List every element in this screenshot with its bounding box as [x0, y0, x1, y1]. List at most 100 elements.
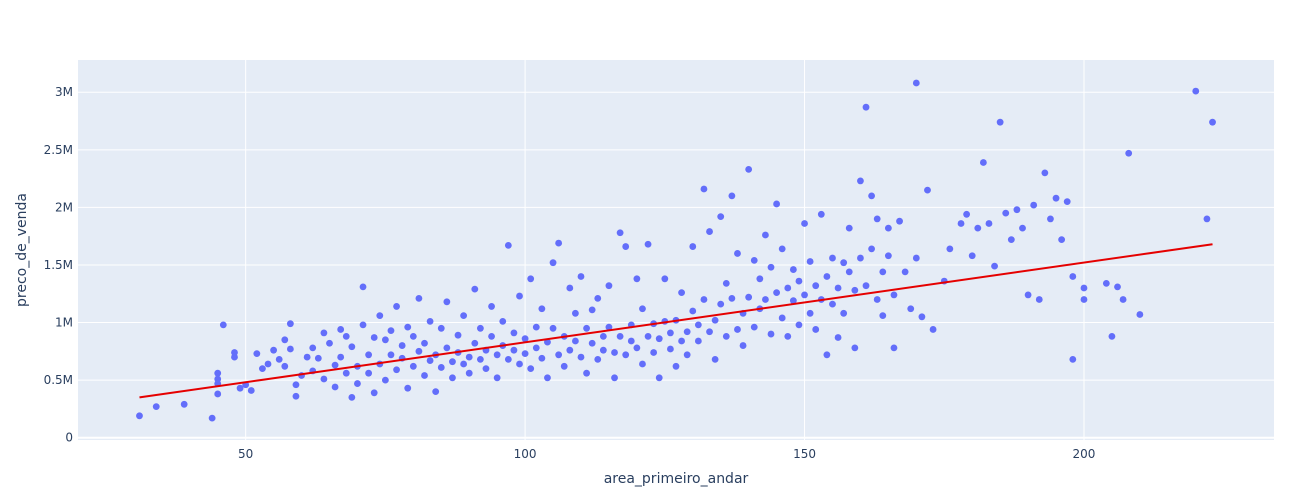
data-point [778, 245, 786, 253]
data-point [946, 245, 954, 253]
data-point [762, 296, 769, 303]
data-point [890, 344, 898, 352]
data-point [711, 316, 719, 324]
data-point [644, 240, 652, 248]
data-point [868, 245, 876, 253]
data-point [521, 335, 529, 343]
data-point [829, 254, 836, 262]
data-point [896, 217, 903, 225]
data-point [560, 362, 568, 370]
data-point [326, 339, 333, 347]
data-point [426, 357, 434, 364]
data-point [1069, 355, 1077, 363]
data-point [722, 279, 730, 287]
data-point [426, 317, 434, 325]
data-point [180, 400, 188, 408]
data-point [1041, 169, 1049, 177]
data-point [639, 305, 646, 313]
data-point [264, 360, 272, 368]
data-point [1013, 206, 1021, 214]
data-point [449, 358, 456, 366]
data-point [437, 364, 445, 371]
data-point [359, 321, 367, 329]
data-point [549, 259, 557, 267]
data-point [594, 355, 602, 363]
y-tick-label: 1.5M [44, 258, 73, 272]
data-point [331, 361, 339, 369]
data-point [845, 268, 853, 276]
data-point [488, 332, 495, 340]
data-point [756, 275, 764, 283]
data-point [320, 329, 328, 337]
data-point [806, 258, 814, 265]
data-point [767, 330, 775, 338]
data-point [337, 353, 345, 361]
x-tick-label: 200 [1073, 447, 1096, 461]
data-point [1080, 284, 1088, 292]
data-point [1024, 291, 1032, 299]
data-point [963, 210, 971, 218]
data-point [499, 317, 507, 325]
data-point [281, 362, 289, 370]
data-point [449, 374, 456, 382]
data-point [1058, 236, 1066, 244]
data-point [706, 228, 713, 235]
data-point [292, 392, 300, 400]
data-point [694, 337, 702, 345]
data-point [577, 353, 585, 361]
data-point [728, 192, 736, 200]
data-point [739, 342, 747, 349]
data-point [834, 284, 842, 292]
data-point [572, 337, 579, 345]
data-point [404, 384, 412, 392]
data-point [784, 332, 792, 340]
data-point [817, 210, 825, 218]
data-point [801, 220, 808, 227]
data-point [862, 103, 870, 111]
y-tick-label: 2.5M [44, 143, 73, 157]
data-point [532, 323, 540, 331]
data-point [974, 224, 982, 232]
data-point [460, 360, 468, 368]
data-point [734, 326, 741, 333]
data-point [840, 309, 848, 317]
data-point [857, 254, 864, 262]
data-point [728, 294, 736, 302]
data-point [583, 369, 590, 377]
data-point [136, 412, 143, 420]
data-point [884, 224, 892, 232]
data-point [622, 243, 630, 250]
data-point [281, 336, 289, 344]
y-tick-label: 2M [55, 200, 73, 214]
data-point [1108, 332, 1116, 340]
data-point [572, 309, 579, 317]
data-point [655, 374, 663, 382]
data-point [773, 200, 780, 208]
data-point [884, 252, 892, 260]
data-point [286, 345, 294, 353]
data-point [583, 324, 590, 332]
data-point [337, 326, 345, 333]
data-point [465, 369, 473, 377]
data-point [767, 263, 775, 271]
data-point [599, 332, 607, 340]
y-tick-label: 0.5M [44, 373, 73, 387]
data-point [683, 328, 691, 336]
data-point [700, 185, 708, 193]
data-point [348, 393, 356, 401]
data-point [678, 337, 685, 345]
data-point [823, 351, 831, 359]
data-point [393, 366, 400, 374]
data-point [605, 282, 613, 290]
data-point [979, 159, 987, 166]
data-point [454, 331, 462, 339]
data-point [784, 284, 792, 292]
data-point [588, 306, 596, 314]
data-point [594, 294, 602, 302]
data-point [1052, 194, 1060, 202]
data-point [672, 362, 680, 370]
data-point [851, 286, 859, 294]
data-point [1030, 201, 1038, 209]
data-point [918, 313, 926, 321]
data-point [1203, 215, 1211, 223]
